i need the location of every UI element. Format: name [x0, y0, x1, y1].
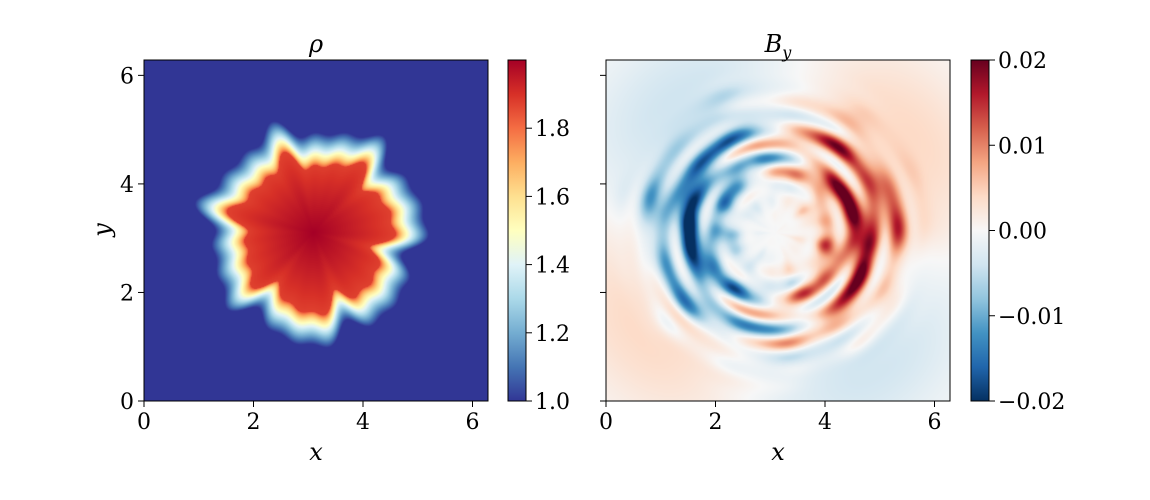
- rho-cbar-tick-label-2: 1.4: [535, 254, 570, 279]
- by-colorbar-ticks: 0.02 0.01 0.00 −0.01 −0.02: [989, 49, 1065, 415]
- by-colorbar-bar: [970, 59, 990, 402]
- rho-x-label: x: [309, 438, 323, 466]
- by-cbar-tick-label-1: 0.01: [998, 134, 1047, 159]
- rho-ytick-label-3: 6: [120, 64, 134, 89]
- rho-cbar-tick-label-0: 1.0: [535, 390, 570, 415]
- by-title: By: [764, 30, 793, 62]
- rho-cbar-tick-label-1: 1.2: [535, 322, 570, 347]
- rho-axes-frame: [143, 59, 489, 402]
- rho-colorbar: 1.0 1.2 1.4 1.6 1.8: [507, 59, 570, 415]
- by-x-ticks: 0 2 4 6: [599, 401, 942, 435]
- by-x-label: x: [771, 438, 785, 466]
- by-y-ticks: [600, 74, 606, 402]
- by-colorbar: 0.02 0.01 0.00 −0.01 −0.02: [970, 49, 1065, 415]
- by-xtick-label-0: 0: [599, 410, 613, 435]
- rho-cbar-tick-label-4: 1.8: [535, 117, 570, 142]
- by-xtick-label-3: 6: [928, 410, 942, 435]
- rho-colorbar-ticks: 1.0 1.2 1.4 1.6 1.8: [526, 117, 570, 415]
- rho-ytick-label-2: 4: [120, 173, 134, 198]
- by-panel: By 0 2 4 6 x: [599, 30, 951, 466]
- rho-x-ticks: 0 2 4 6: [137, 401, 480, 435]
- rho-ytick-label-0: 0: [120, 390, 134, 415]
- rho-xtick-label-0: 0: [137, 410, 151, 435]
- rho-y-label: y: [88, 223, 116, 238]
- rho-y-ticks: 0 2 4 6: [120, 64, 144, 415]
- by-cbar-tick-label-4: −0.02: [998, 390, 1065, 415]
- by-cbar-tick-label-2: 0.00: [998, 220, 1047, 245]
- by-cbar-tick-label-0: 0.02: [998, 49, 1047, 74]
- rho-xtick-label-2: 4: [356, 410, 370, 435]
- rho-heatmap: [144, 60, 488, 401]
- by-axes-frame: [605, 59, 951, 402]
- by-heatmap: [606, 60, 950, 401]
- rho-ytick-label-1: 2: [120, 281, 134, 306]
- rho-colorbar-bar: [507, 59, 527, 402]
- rho-panel: ρ 0 2 4 6 0 2 4 6 x y: [88, 30, 489, 466]
- rho-title: ρ: [308, 30, 323, 58]
- rho-xtick-label-3: 6: [466, 410, 480, 435]
- rho-cbar-tick-label-3: 1.6: [535, 185, 570, 210]
- by-xtick-label-1: 2: [709, 410, 723, 435]
- rho-xtick-label-1: 2: [247, 410, 261, 435]
- by-xtick-label-2: 4: [818, 410, 832, 435]
- by-cbar-tick-label-3: −0.01: [998, 305, 1065, 330]
